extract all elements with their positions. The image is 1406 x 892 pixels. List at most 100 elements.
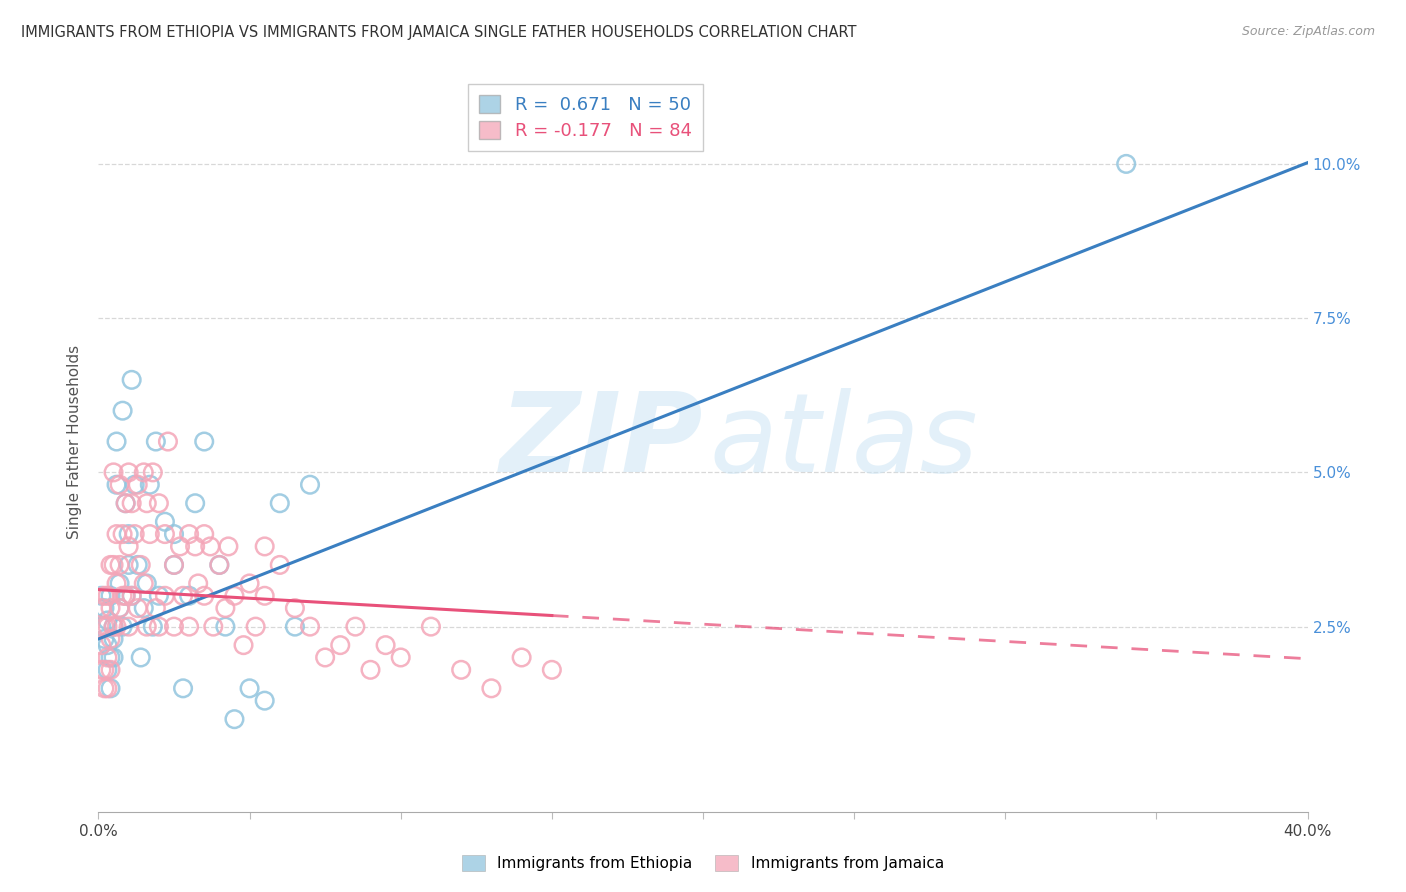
Point xyxy=(163,527,186,541)
Point xyxy=(253,694,276,708)
Point xyxy=(299,477,322,491)
Point xyxy=(100,589,122,603)
Point xyxy=(202,619,225,633)
Text: Source: ZipAtlas.com: Source: ZipAtlas.com xyxy=(1241,25,1375,38)
Point xyxy=(135,619,157,633)
Point xyxy=(105,477,128,491)
Point xyxy=(105,576,128,591)
Point xyxy=(105,434,128,449)
Point xyxy=(114,496,136,510)
Point xyxy=(389,650,412,665)
Point xyxy=(314,650,336,665)
Point xyxy=(108,576,131,591)
Text: IMMIGRANTS FROM ETHIOPIA VS IMMIGRANTS FROM JAMAICA SINGLE FATHER HOUSEHOLDS COR: IMMIGRANTS FROM ETHIOPIA VS IMMIGRANTS F… xyxy=(21,25,856,40)
Point xyxy=(245,619,267,633)
Point xyxy=(93,632,115,646)
Point xyxy=(93,681,115,696)
Point xyxy=(90,589,112,603)
Point xyxy=(179,527,201,541)
Point xyxy=(132,466,155,480)
Point xyxy=(360,663,382,677)
Point xyxy=(100,558,122,572)
Point xyxy=(93,601,115,615)
Point xyxy=(200,540,222,554)
Point xyxy=(129,650,152,665)
Point xyxy=(184,540,207,554)
Point xyxy=(239,576,262,591)
Point xyxy=(510,650,533,665)
Point xyxy=(96,614,118,628)
Point xyxy=(103,558,125,572)
Point xyxy=(132,601,155,615)
Point xyxy=(148,589,170,603)
Point xyxy=(108,558,131,572)
Point xyxy=(96,619,118,633)
Point xyxy=(214,619,236,633)
Point xyxy=(100,601,122,615)
Point xyxy=(1115,157,1137,171)
Point xyxy=(184,496,207,510)
Point xyxy=(163,558,186,572)
Point xyxy=(179,619,201,633)
Point xyxy=(217,540,239,554)
Point xyxy=(139,527,162,541)
Point xyxy=(121,589,143,603)
Point xyxy=(132,576,155,591)
Point xyxy=(169,540,191,554)
Point xyxy=(214,601,236,615)
Point xyxy=(239,681,262,696)
Point xyxy=(105,619,128,633)
Point xyxy=(111,527,134,541)
Text: atlas: atlas xyxy=(709,388,977,495)
Point xyxy=(129,558,152,572)
Point xyxy=(208,558,231,572)
Point xyxy=(224,712,246,726)
Point xyxy=(118,540,141,554)
Point xyxy=(124,527,146,541)
Point xyxy=(100,663,122,677)
Point xyxy=(232,638,254,652)
Point xyxy=(139,477,162,491)
Point xyxy=(108,601,131,615)
Text: ZIP: ZIP xyxy=(499,388,703,495)
Point xyxy=(450,663,472,677)
Point xyxy=(103,632,125,646)
Point xyxy=(420,619,443,633)
Point xyxy=(193,589,215,603)
Point xyxy=(163,619,186,633)
Point xyxy=(163,558,186,572)
Point xyxy=(111,589,134,603)
Point xyxy=(299,619,322,633)
Point xyxy=(103,466,125,480)
Legend: Immigrants from Ethiopia, Immigrants from Jamaica: Immigrants from Ethiopia, Immigrants fro… xyxy=(456,849,950,877)
Point xyxy=(121,373,143,387)
Point xyxy=(374,638,396,652)
Point xyxy=(269,558,291,572)
Point xyxy=(193,527,215,541)
Point xyxy=(93,663,115,677)
Point xyxy=(127,558,149,572)
Point xyxy=(145,434,167,449)
Point xyxy=(108,601,131,615)
Point xyxy=(90,638,112,652)
Point xyxy=(96,681,118,696)
Point xyxy=(118,619,141,633)
Point xyxy=(90,663,112,677)
Point xyxy=(96,650,118,665)
Point xyxy=(121,589,143,603)
Point xyxy=(253,540,276,554)
Point xyxy=(269,496,291,510)
Point xyxy=(208,558,231,572)
Point xyxy=(253,589,276,603)
Point xyxy=(93,619,115,633)
Point xyxy=(100,632,122,646)
Point xyxy=(114,496,136,510)
Point xyxy=(90,619,112,633)
Point xyxy=(127,477,149,491)
Point xyxy=(96,663,118,677)
Point xyxy=(114,589,136,603)
Point xyxy=(135,576,157,591)
Point xyxy=(135,496,157,510)
Point xyxy=(187,576,209,591)
Point xyxy=(103,619,125,633)
